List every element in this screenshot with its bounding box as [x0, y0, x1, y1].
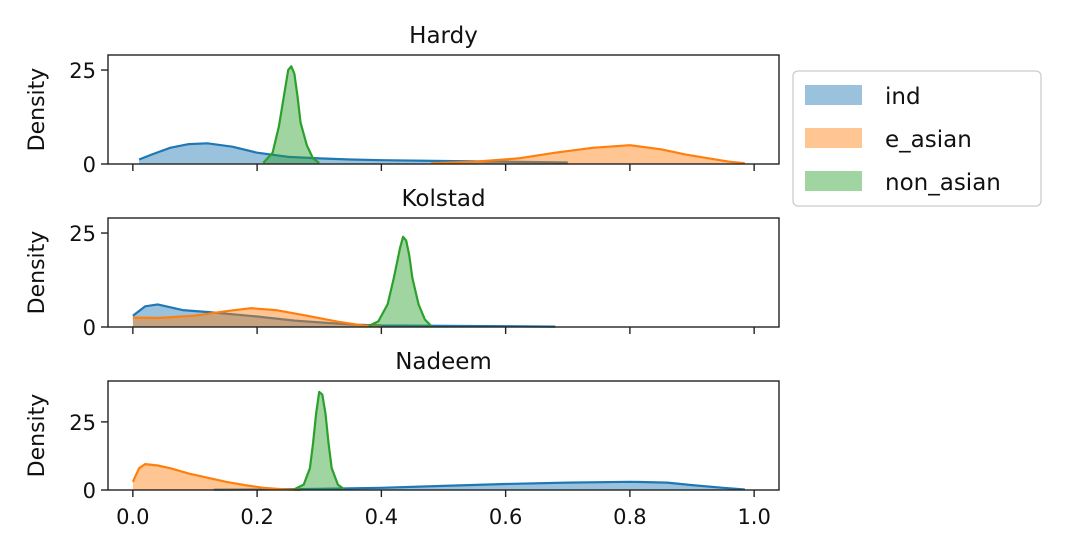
x-tick-label-2: 0.4 [365, 505, 398, 529]
hardy-non_asian-density-area [263, 66, 320, 164]
kolstad-e_asian-density-area [132, 308, 382, 327]
nadeem-axes-frame [107, 380, 780, 491]
legend-box [792, 70, 1042, 207]
hardy-y-tick-label-0: 0 [83, 153, 96, 177]
nadeem-non_asian-density-area [294, 391, 345, 490]
kolstad-y-tick-label-0: 0 [83, 316, 96, 340]
hardy-non_asian-kde-line [262, 65, 320, 164]
kolstad-ind-kde-line [132, 303, 556, 328]
nadeem-y-tick-label-25: 25 [69, 411, 96, 435]
nadeem-y-tick-label-0: 0 [83, 479, 96, 503]
legend-label-ind: ind [885, 84, 921, 110]
nadeem-e_asian-kde-line [131, 463, 301, 492]
x-tick-label-1: 0.2 [240, 505, 273, 529]
kolstad-ind-density-area [132, 304, 556, 327]
legend-swatch-non_asian [805, 171, 862, 191]
kolstad-non_asian-density-area [368, 236, 432, 327]
hardy-e_asian-kde-line [431, 144, 745, 165]
legend-label-e_asian: e_asian [885, 127, 972, 153]
x-tick-label-4: 0.8 [613, 505, 646, 529]
hardy-y-axis-label: Density [25, 68, 50, 152]
kolstad-panel-title: Kolstad [401, 186, 485, 212]
kolstad-y-axis-label: Density [25, 231, 50, 315]
hardy-ind-kde-line [138, 142, 568, 164]
hardy-ind-density-area [139, 143, 568, 164]
kolstad-non_asian-kde-line [368, 235, 432, 327]
nadeem-ind-kde-line [213, 480, 745, 491]
legend-swatch-ind [805, 85, 862, 105]
kolstad-y-tick-label-25: 25 [69, 222, 96, 246]
nadeem-non_asian-kde-line [293, 390, 345, 491]
kolstad-e_asian-kde-line [132, 307, 382, 328]
nadeem-y-axis-label: Density [25, 394, 50, 478]
x-tick-label-0: 0.0 [116, 505, 149, 529]
kolstad-axes-frame [107, 217, 780, 328]
x-tick-label-5: 1.0 [737, 505, 770, 529]
nadeem-panel-title: Nadeem [395, 349, 492, 375]
hardy-y-tick-label-25: 25 [69, 59, 96, 83]
legend-label-non_asian: non_asian [885, 170, 1001, 196]
x-tick-label-3: 0.6 [489, 505, 522, 529]
hardy-panel-title: Hardy [409, 23, 478, 49]
hardy-axes-frame [107, 54, 780, 165]
legend-swatch-e_asian [805, 128, 862, 148]
nadeem-e_asian-density-area [132, 464, 301, 490]
